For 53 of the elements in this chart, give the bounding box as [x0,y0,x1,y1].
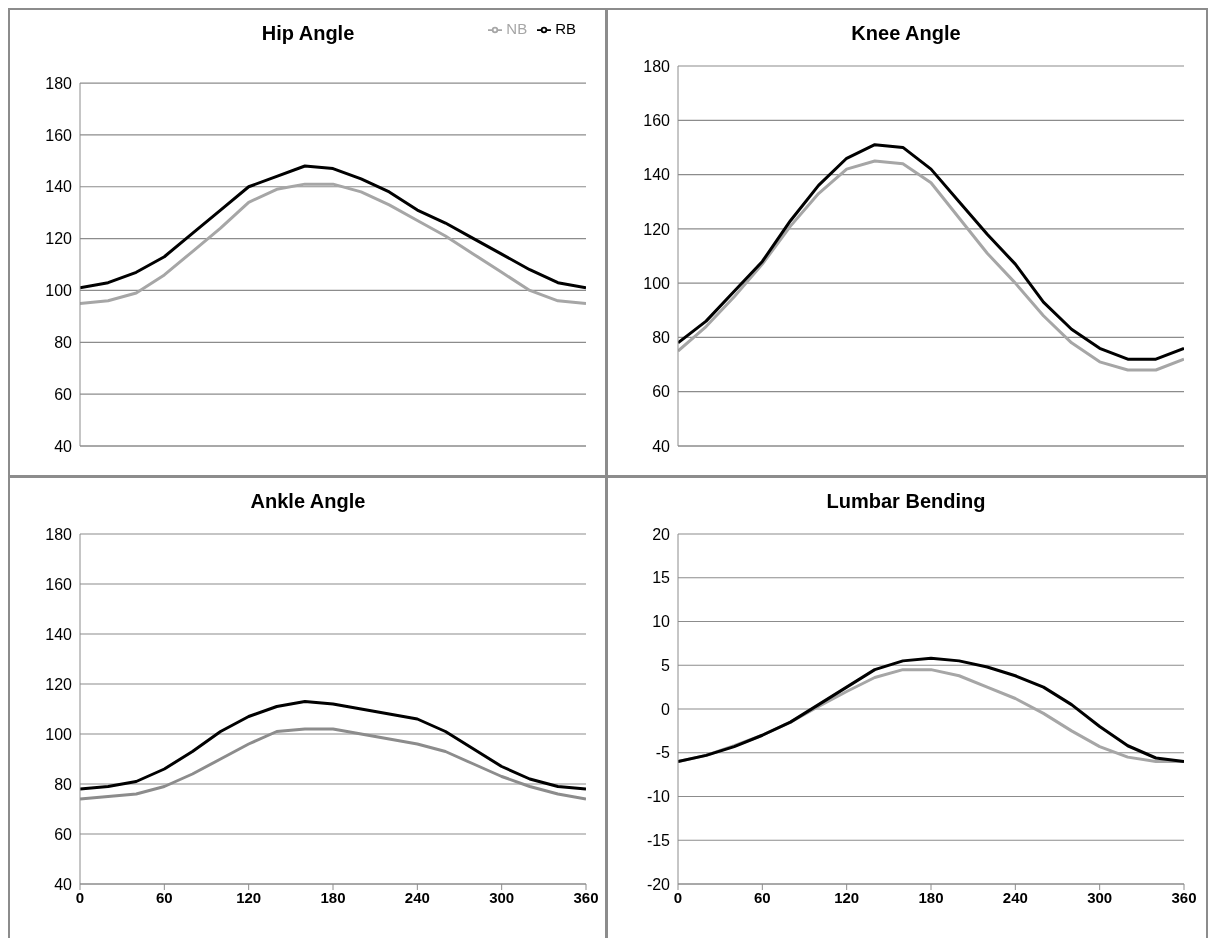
x-tick-label: 360 [1171,888,1197,906]
y-tick-label: -15 [646,831,671,849]
y-tick-label: 180 [45,74,73,92]
y-tick-label: 60 [652,383,671,401]
y-tick-label: 100 [45,282,73,300]
y-tick-label: 140 [643,166,671,184]
x-tick-label: 300 [489,888,515,906]
x-tick-label: 60 [155,888,173,906]
y-tick-label: 180 [643,57,671,75]
y-tick-label: 80 [652,329,671,347]
x-tick-label: 360 [573,888,599,906]
x-tick-label: 120 [834,888,860,906]
y-tick-label: 60 [54,385,73,403]
chart-title: Ankle Angle [249,489,367,514]
x-tick-label: 60 [753,888,771,906]
y-tick-label: 80 [54,775,73,793]
y-tick-label: 40 [54,875,73,893]
y-tick-label: 160 [45,575,73,593]
chart-title: Hip Angle [261,22,355,44]
y-tick-label: 5 [661,656,671,674]
x-tick-label: 180 [320,888,346,906]
y-tick-label: 160 [643,111,671,129]
y-tick-label: 140 [45,625,73,643]
y-tick-label: 120 [643,220,671,238]
y-tick-label: 60 [54,825,73,843]
x-tick-label: 240 [404,888,430,906]
y-tick-label: 140 [45,178,73,196]
chart-title: Lumbar Bending [825,489,987,514]
y-tick-label: 80 [54,333,73,351]
legend-label: RB [555,20,576,37]
chart-title: Knee Angle [850,21,962,46]
y-tick-label: 40 [54,437,73,455]
y-tick-label: 120 [45,675,73,693]
y-tick-label: 120 [45,230,73,248]
y-tick-label: 160 [45,126,73,144]
y-tick-label: 10 [652,613,671,631]
x-tick-label: 0 [673,888,683,906]
y-tick-label: -20 [646,875,671,893]
y-tick-label: -10 [646,788,671,806]
y-tick-label: 0 [661,700,671,718]
x-tick-label: 180 [918,888,944,906]
y-tick-label: 180 [45,525,73,543]
y-tick-label: 100 [643,274,671,292]
y-tick-label: -5 [655,744,671,762]
x-tick-label: 300 [1087,888,1113,906]
y-tick-label: 20 [652,525,671,543]
x-tick-label: 0 [75,888,85,906]
y-tick-label: 40 [652,437,671,455]
y-tick-label: 100 [45,725,73,743]
legend-label: NB [506,20,528,37]
y-tick-label: 15 [652,569,671,587]
x-tick-label: 240 [1002,888,1028,906]
x-tick-label: 120 [236,888,262,906]
